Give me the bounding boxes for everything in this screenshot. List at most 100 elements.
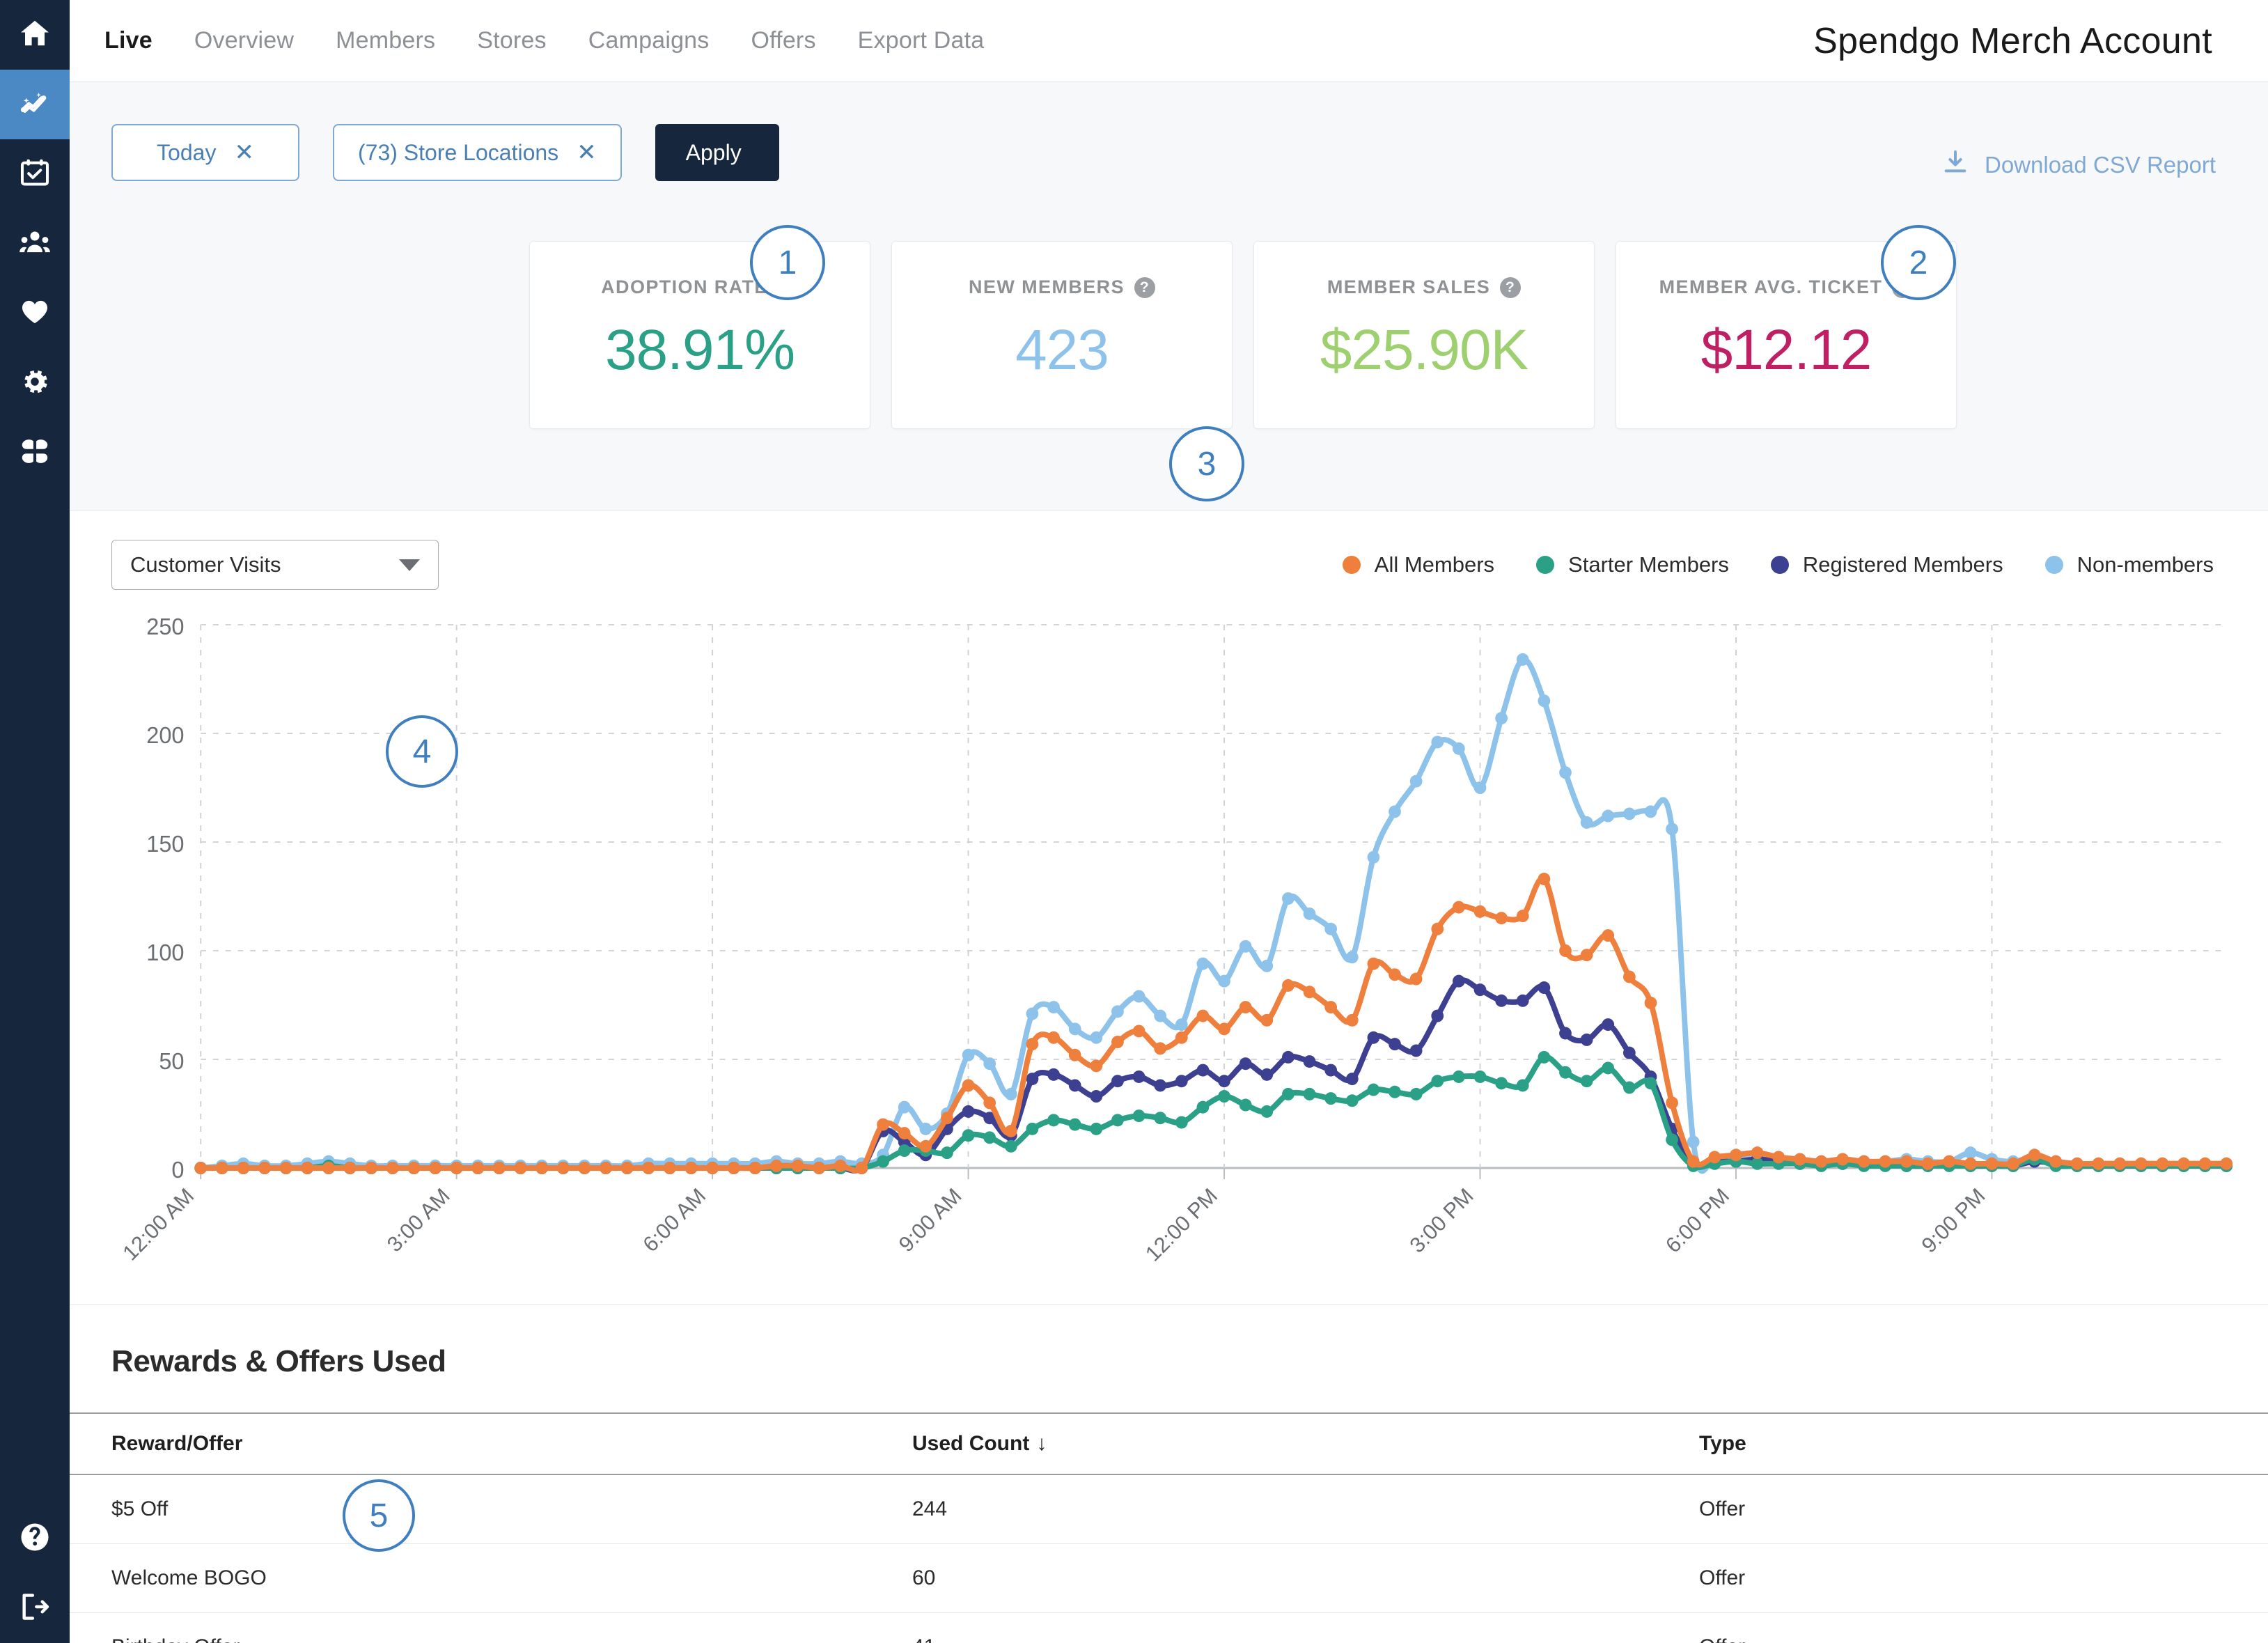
legend-item-all-members[interactable]: All Members xyxy=(1342,552,1495,577)
legend-item-non-members[interactable]: Non-members xyxy=(2044,552,2214,577)
svg-text:250: 250 xyxy=(146,614,184,639)
chart-section: Customer Visits All Members Starter Memb… xyxy=(70,511,2268,1305)
filter-chip-store-locations-label: (73) Store Locations xyxy=(358,139,559,165)
sort-descending-icon: ↓ xyxy=(1036,1432,1047,1455)
kpi-label-text: MEMBER SALES xyxy=(1327,277,1491,297)
help-icon[interactable]: ? xyxy=(1134,277,1155,298)
tab-stores[interactable]: Stores xyxy=(477,27,547,54)
kpi-label: MEMBER SALES ? xyxy=(1327,277,1522,298)
table-row[interactable]: Birthday Offer 41 Offer xyxy=(70,1612,2268,1643)
metric-select-value: Customer Visits xyxy=(130,552,281,577)
rewards-offers-table: Reward/Offer Used Count ↓ Type $5 Off 244… xyxy=(70,1412,2268,1643)
question-circle-icon xyxy=(19,1521,51,1557)
rewards-offers-section: Rewards & Offers Used Reward/Offer Used … xyxy=(70,1305,2268,1643)
legend-label: Registered Members xyxy=(1802,552,2003,577)
sidebar-item-calendar[interactable] xyxy=(0,139,70,209)
tab-offers[interactable]: Offers xyxy=(751,27,816,54)
kpi-label: NEW MEMBERS ? xyxy=(969,277,1155,298)
chevron-down-icon xyxy=(399,559,420,571)
table-header-row: Reward/Offer Used Count ↓ Type xyxy=(70,1412,2268,1475)
column-header-used-count[interactable]: Used Count ↓ xyxy=(912,1412,1699,1475)
legend-item-registered-members[interactable]: Registered Members xyxy=(1770,552,2003,577)
cell-type: Offer xyxy=(1699,1612,2268,1643)
svg-text:9:00 AM: 9:00 AM xyxy=(894,1183,967,1256)
metric-select[interactable]: Customer Visits xyxy=(111,540,439,590)
svg-text:6:00 AM: 6:00 AM xyxy=(638,1183,710,1256)
chart-plot-area[interactable]: 0 50 100 150 200 250 12:00 AM 3:00 AM 6:00 AM 9:0… xyxy=(111,611,2240,1279)
help-icon[interactable]: ? xyxy=(1500,277,1522,298)
column-header-reward-offer[interactable]: Reward/Offer xyxy=(70,1412,912,1475)
cell-type: Offer xyxy=(1699,1543,2268,1613)
svg-text:100: 100 xyxy=(146,940,184,965)
kpi-card-member-avg-ticket: MEMBER AVG. TICKET ? $12.12 xyxy=(1616,241,1957,429)
filter-bar: Today ✕ (73) Store Locations ✕ Apply Dow… xyxy=(70,82,2268,511)
annotation-marker-5: 5 xyxy=(343,1479,415,1552)
sidebar-item-loyalty[interactable] xyxy=(0,279,70,348)
apply-button[interactable]: Apply xyxy=(655,124,779,181)
legend-label: Non-members xyxy=(2077,552,2214,577)
kpi-card-new-members: NEW MEMBERS ? 423 xyxy=(891,241,1233,429)
close-icon[interactable]: ✕ xyxy=(577,139,597,166)
tab-members[interactable]: Members xyxy=(336,27,436,54)
filter-chip-group: Today ✕ (73) Store Locations ✕ Apply xyxy=(70,82,2268,181)
tab-live[interactable]: Live xyxy=(104,27,152,54)
svg-text:3:00 AM: 3:00 AM xyxy=(382,1183,455,1256)
line-chart-svg: 0 50 100 150 200 250 12:00 AM 3:00 AM 6:00 AM 9:0… xyxy=(118,614,2233,1266)
download-icon xyxy=(1941,148,1969,182)
sidebar-item-members[interactable] xyxy=(0,209,70,279)
tab-campaigns[interactable]: Campaigns xyxy=(588,27,710,54)
sidebar-item-live-analytics[interactable] xyxy=(0,70,70,139)
svg-text:12:00 AM: 12:00 AM xyxy=(118,1183,198,1265)
tab-export-data[interactable]: Export Data xyxy=(857,27,985,54)
cell-used-count: 41 xyxy=(912,1612,1699,1643)
sidebar-item-settings[interactable] xyxy=(0,348,70,418)
column-header-type[interactable]: Type xyxy=(1699,1412,2268,1475)
column-header-used-count-label: Used Count xyxy=(912,1432,1030,1455)
cell-reward: Welcome BOGO xyxy=(70,1543,912,1613)
filter-chip-store-locations[interactable]: (73) Store Locations ✕ xyxy=(333,124,622,181)
close-icon[interactable]: ✕ xyxy=(234,139,254,166)
legend-color-swatch xyxy=(1342,556,1361,574)
kpi-label: MEMBER AVG. TICKET ? xyxy=(1659,277,1914,298)
gear-icon xyxy=(19,366,51,401)
sidebar-item-logout[interactable] xyxy=(0,1573,70,1643)
cell-used-count: 244 xyxy=(912,1474,1699,1544)
svg-text:0: 0 xyxy=(171,1157,184,1183)
kpi-card-member-sales: MEMBER SALES ? $25.90K xyxy=(1253,241,1595,429)
sidebar-item-segments[interactable] xyxy=(0,418,70,488)
sidebar-bottom-group xyxy=(0,1504,70,1643)
cell-used-count: 60 xyxy=(912,1543,1699,1613)
kpi-label-text: ADOPTION RATE xyxy=(601,277,768,297)
kpi-card-group: ADOPTION RATE ? 38.91% NEW MEMBERS ? 423… xyxy=(70,241,2268,429)
legend-item-starter-members[interactable]: Starter Members xyxy=(1536,552,1729,577)
legend-label: Starter Members xyxy=(1568,552,1729,577)
table-row[interactable]: Welcome BOGO 60 Offer xyxy=(70,1543,2268,1613)
filter-chip-today[interactable]: Today ✕ xyxy=(111,124,299,181)
chart-legend: All Members Starter Members Registered M… xyxy=(1342,552,2226,577)
page-title: Rewards & Offers Used xyxy=(111,1344,446,1378)
account-title: Spendgo Merch Account xyxy=(1813,20,2212,61)
download-csv-report-label: Download CSV Report xyxy=(1985,152,2216,178)
sidebar-item-help[interactable] xyxy=(0,1504,70,1573)
logout-arrow-icon xyxy=(19,1591,51,1626)
chart-header: Customer Visits All Members Starter Memb… xyxy=(70,511,2268,611)
legend-label: All Members xyxy=(1374,552,1495,577)
sidebar-item-home[interactable] xyxy=(0,0,70,70)
annotation-marker-3: 3 xyxy=(1169,426,1244,501)
annotation-marker-1: 1 xyxy=(750,225,825,300)
tab-overview[interactable]: Overview xyxy=(194,27,295,54)
home-icon xyxy=(19,17,51,53)
table-row[interactable]: $5 Off 244 Offer xyxy=(70,1474,2268,1544)
main-content: Live Overview Members Stores Campaigns O… xyxy=(70,0,2268,1643)
kpi-label-text: NEW MEMBERS xyxy=(969,277,1125,297)
download-csv-report-link[interactable]: Download CSV Report xyxy=(1941,148,2216,182)
kpi-value: 423 xyxy=(1015,318,1109,382)
kpi-value: $25.90K xyxy=(1320,318,1528,382)
cell-reward: Birthday Offer xyxy=(70,1612,912,1643)
people-group-icon xyxy=(19,226,51,262)
svg-text:50: 50 xyxy=(159,1048,184,1074)
svg-text:200: 200 xyxy=(146,722,184,748)
nav-tabs: Live Overview Members Stores Campaigns O… xyxy=(104,27,1005,54)
legend-color-swatch xyxy=(1770,556,1789,574)
legend-color-swatch xyxy=(2044,556,2063,574)
